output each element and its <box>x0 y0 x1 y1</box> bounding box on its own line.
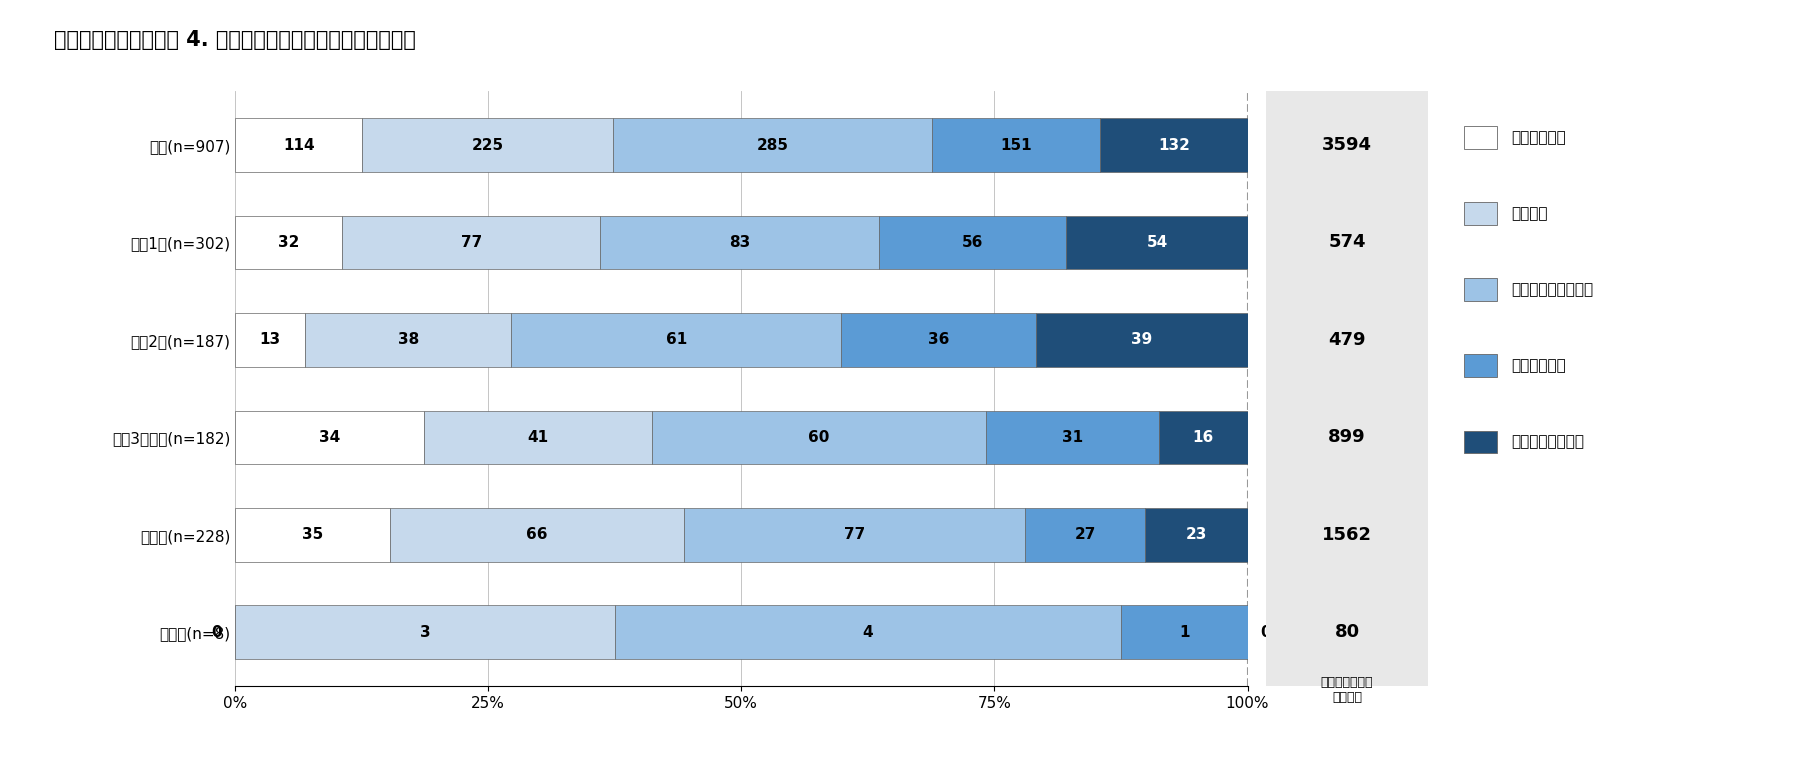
Bar <box>985 411 1158 464</box>
Text: どちらともいえない: どちらともいえない <box>1511 282 1592 297</box>
Text: 27: 27 <box>1073 527 1095 543</box>
Text: 32: 32 <box>278 235 300 250</box>
Bar <box>1100 118 1247 171</box>
Text: 良かった: 良かった <box>1511 206 1547 221</box>
Bar <box>235 313 305 367</box>
Text: 56: 56 <box>961 235 983 250</box>
Text: 0: 0 <box>211 625 222 640</box>
Text: 35: 35 <box>302 527 323 543</box>
Bar <box>878 216 1066 269</box>
Text: 77: 77 <box>461 235 482 250</box>
Text: 151: 151 <box>999 137 1032 152</box>
Text: 良くなかった: 良くなかった <box>1511 358 1565 373</box>
Text: 23: 23 <box>1185 527 1207 543</box>
Bar <box>683 508 1025 562</box>
Bar <box>511 313 840 367</box>
Text: 31: 31 <box>1061 430 1082 445</box>
Text: 41: 41 <box>528 430 549 445</box>
Text: 60: 60 <box>808 430 829 445</box>
Text: 【授業方法別の評価】 4. ほぼ資料配信と課題提示のみの授業: 【授業方法別の評価】 4. ほぼ資料配信と課題提示のみの授業 <box>54 30 416 50</box>
Bar <box>1120 606 1247 659</box>
Text: 0: 0 <box>1259 625 1270 640</box>
Text: 574: 574 <box>1328 233 1364 251</box>
Bar <box>235 606 614 659</box>
Bar <box>614 606 1120 659</box>
Text: 38: 38 <box>398 332 419 347</box>
Bar <box>235 118 361 171</box>
Text: 36: 36 <box>927 332 949 347</box>
Text: 39: 39 <box>1131 332 1151 347</box>
Text: 225: 225 <box>472 137 504 152</box>
Text: この形式の講義
を未受講: この形式の講義 を未受講 <box>1319 676 1373 704</box>
Bar <box>1146 508 1247 562</box>
Text: 479: 479 <box>1328 331 1364 349</box>
Text: 1: 1 <box>1178 625 1189 640</box>
Text: 34: 34 <box>318 430 340 445</box>
Text: 114: 114 <box>282 137 314 152</box>
Bar <box>235 411 425 464</box>
Bar <box>425 411 652 464</box>
Bar <box>305 313 511 367</box>
Text: 285: 285 <box>755 137 788 152</box>
Text: 3: 3 <box>419 625 430 640</box>
Text: 3594: 3594 <box>1321 136 1372 154</box>
Bar <box>235 508 390 562</box>
Text: 77: 77 <box>844 527 866 543</box>
Text: 899: 899 <box>1328 428 1364 447</box>
Bar <box>1158 411 1247 464</box>
Bar <box>1025 508 1146 562</box>
Bar <box>600 216 878 269</box>
Text: 13: 13 <box>260 332 280 347</box>
Bar <box>342 216 600 269</box>
Text: 83: 83 <box>728 235 750 250</box>
Bar <box>652 411 985 464</box>
Bar <box>390 508 683 562</box>
Text: 54: 54 <box>1146 235 1167 250</box>
Text: 1562: 1562 <box>1321 526 1372 544</box>
Bar <box>235 216 342 269</box>
Text: 132: 132 <box>1156 137 1189 152</box>
Text: 61: 61 <box>665 332 687 347</box>
Text: 全く良くなかった: 全く良くなかった <box>1511 434 1583 450</box>
Bar <box>840 313 1035 367</box>
Text: 4: 4 <box>862 625 873 640</box>
Bar <box>613 118 931 171</box>
Text: 大変良かった: 大変良かった <box>1511 130 1565 145</box>
Text: 16: 16 <box>1193 430 1212 445</box>
Text: 66: 66 <box>526 527 548 543</box>
Bar <box>1035 313 1247 367</box>
Bar <box>361 118 613 171</box>
Bar <box>1066 216 1247 269</box>
Bar <box>931 118 1100 171</box>
Text: 80: 80 <box>1334 623 1359 641</box>
